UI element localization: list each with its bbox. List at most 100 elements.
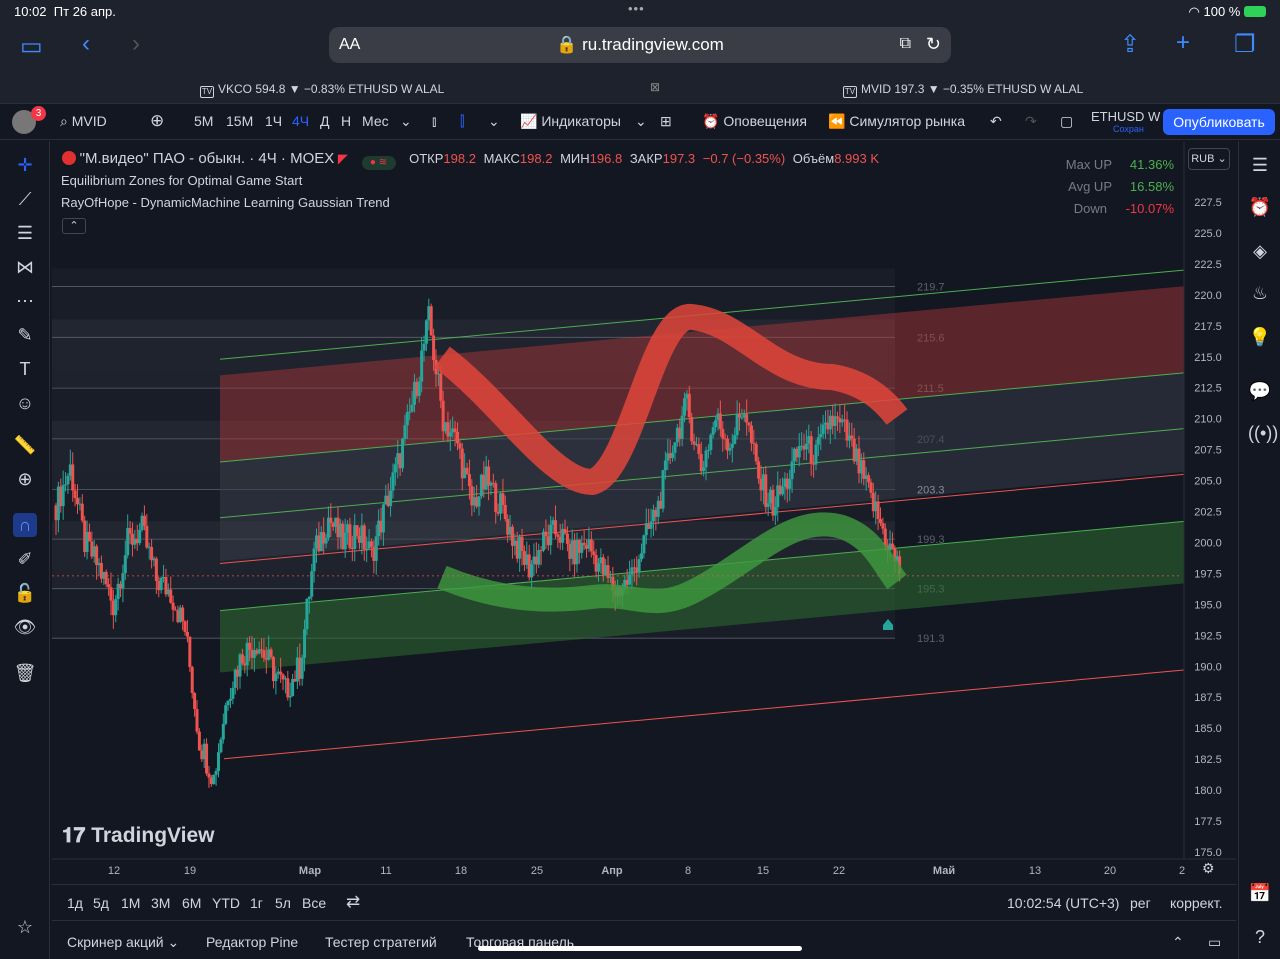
candle-body (267, 649, 271, 660)
candle-body (570, 540, 574, 559)
chat-icon[interactable]: 💬 (1248, 381, 1272, 401)
range-6m[interactable]: 6М (182, 895, 202, 911)
tab-screener[interactable]: Скринер акций ⌄ (67, 934, 180, 950)
candle-body (592, 551, 596, 555)
range-1y[interactable]: 1г (250, 895, 263, 911)
reader-aa-button[interactable]: AA (339, 36, 361, 53)
undo-icon[interactable]: ↶ (990, 113, 1002, 129)
chart-pane[interactable]: 219.7215.6211.5207.4203.3199.3195.3191.3… (52, 142, 1236, 882)
tab-pine-editor[interactable]: Редактор Pine (206, 934, 299, 950)
hide-icon[interactable]: 👁 (13, 617, 37, 637)
trendline-icon[interactable]: ⟋ (18, 189, 32, 209)
range-all[interactable]: Все (302, 895, 327, 911)
bars-type-icon[interactable]: ⫾ (432, 113, 437, 129)
session-toggle[interactable]: рег (1130, 895, 1151, 911)
adjustment-toggle[interactable]: коррект. (1170, 895, 1223, 911)
alerts-clock-icon[interactable]: ⏰ (1248, 197, 1272, 217)
candle-body (422, 343, 426, 351)
symbol-search-button[interactable]: ⌕ MVID (60, 113, 107, 129)
drawing-mode-icon[interactable]: ✐ (17, 549, 33, 569)
redo-icon[interactable]: ↷ (1025, 113, 1037, 129)
alerts-button[interactable]: ⏰ Оповещения (702, 113, 807, 129)
tab-vkco[interactable]: TV VKCO 594.8 ▼ −0.83% ETHUSD W ALAL (200, 82, 445, 98)
currency-selector[interactable]: RUB ⌄ (1188, 148, 1230, 170)
candle-body (150, 546, 154, 561)
range-1m[interactable]: 1М (121, 895, 141, 911)
calendar-icon[interactable]: 📅 (1248, 883, 1272, 903)
close-tab-icon[interactable]: ⊠ (650, 80, 661, 94)
interval-15m[interactable]: 15М (226, 113, 254, 129)
chart-type-dropdown-icon[interactable]: ⌄ (488, 113, 500, 129)
interval-d[interactable]: Д (320, 113, 330, 129)
forward-icon[interactable]: › (132, 30, 140, 57)
interval-m[interactable]: Мес (362, 113, 389, 129)
range-1d[interactable]: 1д (67, 895, 83, 911)
reload-icon[interactable]: ↻ (925, 34, 941, 54)
favorites-star-icon[interactable]: ☆ (16, 917, 34, 937)
fib-icon[interactable]: ☰ (16, 223, 34, 243)
maximize-panel-icon[interactable]: ▭ (1208, 934, 1222, 950)
collapse-legend-icon[interactable]: ⌃ (62, 218, 86, 234)
tabs-overview-icon[interactable]: ❐ (1234, 31, 1256, 58)
tradingview-watermark: 𝟏𝟕 TradingView (62, 824, 215, 847)
range-5y[interactable]: 5л (275, 895, 291, 911)
chart-canvas[interactable]: 219.7215.6211.5207.4203.3199.3195.3191.3… (52, 142, 1236, 882)
zoom-icon[interactable]: ⊕ (17, 469, 33, 489)
new-tab-icon[interactable]: + (1176, 29, 1191, 56)
range-3m[interactable]: 3М (151, 895, 171, 911)
indicator-legend-1[interactable]: Equilibrium Zones for Optimal Game Start (61, 173, 303, 188)
hotlist-flame-icon[interactable]: ♨ (1251, 283, 1269, 303)
candle-body (654, 509, 658, 517)
pattern-icon[interactable]: ⋈ (16, 257, 34, 277)
replay-button[interactable]: ⏪ Симулятор рынка (828, 113, 965, 129)
indicators-dropdown-icon[interactable]: ⌄ (635, 113, 647, 129)
ruler-icon[interactable]: 📏 (13, 435, 37, 455)
interval-dropdown-icon[interactable]: ⌄ (400, 113, 412, 129)
goto-date-icon[interactable]: ⇄ (346, 892, 361, 911)
candle-body (506, 519, 510, 535)
share-icon[interactable]: ⇪ (1120, 31, 1141, 58)
clock-text[interactable]: 10:02:54 (UTC+3) (1007, 895, 1120, 911)
tab-strategy-tester[interactable]: Тестер стратегий (325, 934, 437, 950)
collapse-panel-icon[interactable]: ⌃ (1172, 934, 1184, 950)
emoji-icon[interactable]: ☺ (15, 393, 35, 413)
publish-button[interactable]: Опубликовать (1163, 109, 1275, 135)
fullscreen-icon[interactable]: ▢ (1060, 113, 1074, 129)
ohlc-o-label: ОТКР (409, 151, 444, 166)
extension-icon[interactable]: ⧉ (899, 35, 911, 52)
prediction-icon[interactable]: ⋯ (16, 291, 34, 311)
legend-title[interactable]: "М.видео" ПАО - обыкн. · 4Ч · MOEX (79, 150, 335, 167)
help-icon[interactable]: ? (1254, 927, 1265, 947)
interval-5m[interactable]: 5М (194, 113, 214, 129)
text-icon[interactable]: T (19, 359, 31, 379)
indicator-legend-2[interactable]: RayOfHope - DynamicMachine Learning Gaus… (61, 195, 390, 210)
interval-4h[interactable]: 4Ч (292, 113, 310, 129)
tab-mvid[interactable]: TV MVID 197.3 ▼ −0.35% ETHUSD W ALAL (843, 82, 1084, 98)
sidebar-icon[interactable]: ▭ (20, 33, 43, 60)
candles-type-icon[interactable]: ⫿ (460, 113, 465, 129)
ideas-bulb-icon[interactable]: 💡 (1248, 327, 1272, 347)
brush-icon[interactable]: ✎ (17, 325, 33, 345)
trash-icon[interactable]: 🗑 (13, 663, 37, 683)
back-icon[interactable]: ‹ (82, 30, 90, 57)
templates-icon[interactable]: ⊞ (660, 113, 672, 129)
candle-body (726, 438, 730, 451)
address-bar[interactable]: AA 🔒 ru.tradingview.com ⧉ ↻ (329, 27, 951, 63)
indicators-button[interactable]: 📈 Индикаторы (520, 113, 621, 129)
multitask-dots[interactable]: ••• (628, 1, 645, 16)
layers-icon[interactable]: ◈ (1253, 241, 1267, 261)
watchlist-icon[interactable]: ☰ (1251, 155, 1269, 175)
streams-icon[interactable]: ((•)) (1248, 423, 1279, 443)
range-5d[interactable]: 5д (93, 895, 109, 911)
lock-icon[interactable]: 🔓 (13, 583, 37, 603)
range-ytd[interactable]: YTD (212, 895, 240, 911)
interval-1h[interactable]: 1Ч (265, 113, 283, 129)
interval-w[interactable]: Н (341, 113, 352, 129)
magnet-icon[interactable]: ∩ (13, 513, 37, 537)
compare-add-icon[interactable]: ⊕ (150, 111, 165, 130)
settings-gear-icon[interactable]: ⚙ (1202, 860, 1215, 876)
crosshair-icon[interactable]: ✛ (17, 155, 33, 175)
layout-name[interactable]: ETHUSD W (1091, 109, 1161, 124)
price-axis-label: 202.5 (1194, 507, 1222, 519)
flag-icon[interactable]: ◤ (337, 151, 348, 166)
